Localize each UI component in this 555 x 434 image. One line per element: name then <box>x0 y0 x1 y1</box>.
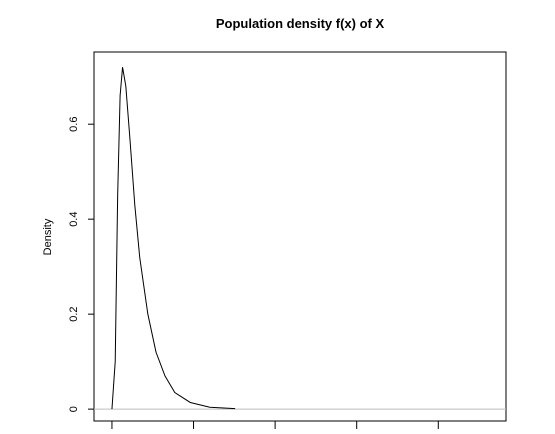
plot-box <box>93 51 507 422</box>
chart-title: Population density f(x) of X <box>216 16 385 31</box>
y-tick-label: 0.4 <box>68 212 80 227</box>
y-tick-label: 0.6 <box>68 117 80 132</box>
y-tick-label: 0.2 <box>68 306 80 321</box>
density-line <box>111 67 236 410</box>
y-tick-label: 0 <box>68 406 80 412</box>
y-axis-label: Density <box>42 218 54 255</box>
